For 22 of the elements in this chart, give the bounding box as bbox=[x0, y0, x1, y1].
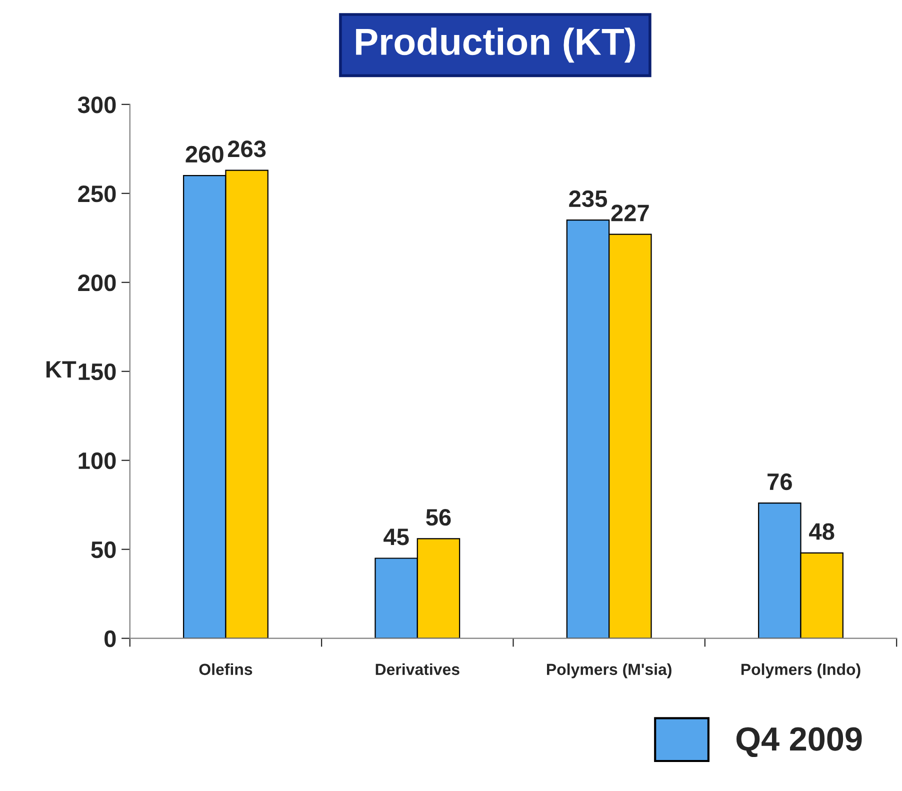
y-tick-label: 250 bbox=[78, 185, 116, 202]
y-tick-label: 150 bbox=[78, 363, 116, 380]
chart-title: Production (KT) bbox=[356, 28, 635, 63]
data-label: 227 bbox=[611, 204, 649, 222]
data-label: 263 bbox=[228, 140, 266, 158]
x-tick-label: Polymers (M'sia) bbox=[547, 663, 672, 678]
x-tick-label: Derivatives bbox=[376, 663, 460, 676]
data-label: 260 bbox=[186, 146, 224, 163]
legend-label: Q4 2009 bbox=[736, 727, 862, 758]
y-axis-title: KT bbox=[46, 361, 76, 378]
data-label: 76 bbox=[768, 473, 792, 490]
x-tick-label: Olefins bbox=[199, 663, 252, 676]
x-tick-label: Polymers (Indo) bbox=[741, 663, 860, 678]
data-label: 56 bbox=[426, 508, 451, 526]
data-label: 235 bbox=[569, 190, 608, 208]
y-tick-label: 0 bbox=[104, 630, 116, 648]
data-label: 48 bbox=[809, 523, 834, 540]
y-tick-label: 100 bbox=[78, 452, 116, 470]
data-label: 45 bbox=[384, 528, 409, 546]
y-tick-label: 200 bbox=[78, 274, 116, 292]
y-tick-label: 300 bbox=[78, 96, 116, 114]
y-tick-label: 50 bbox=[91, 541, 116, 558]
